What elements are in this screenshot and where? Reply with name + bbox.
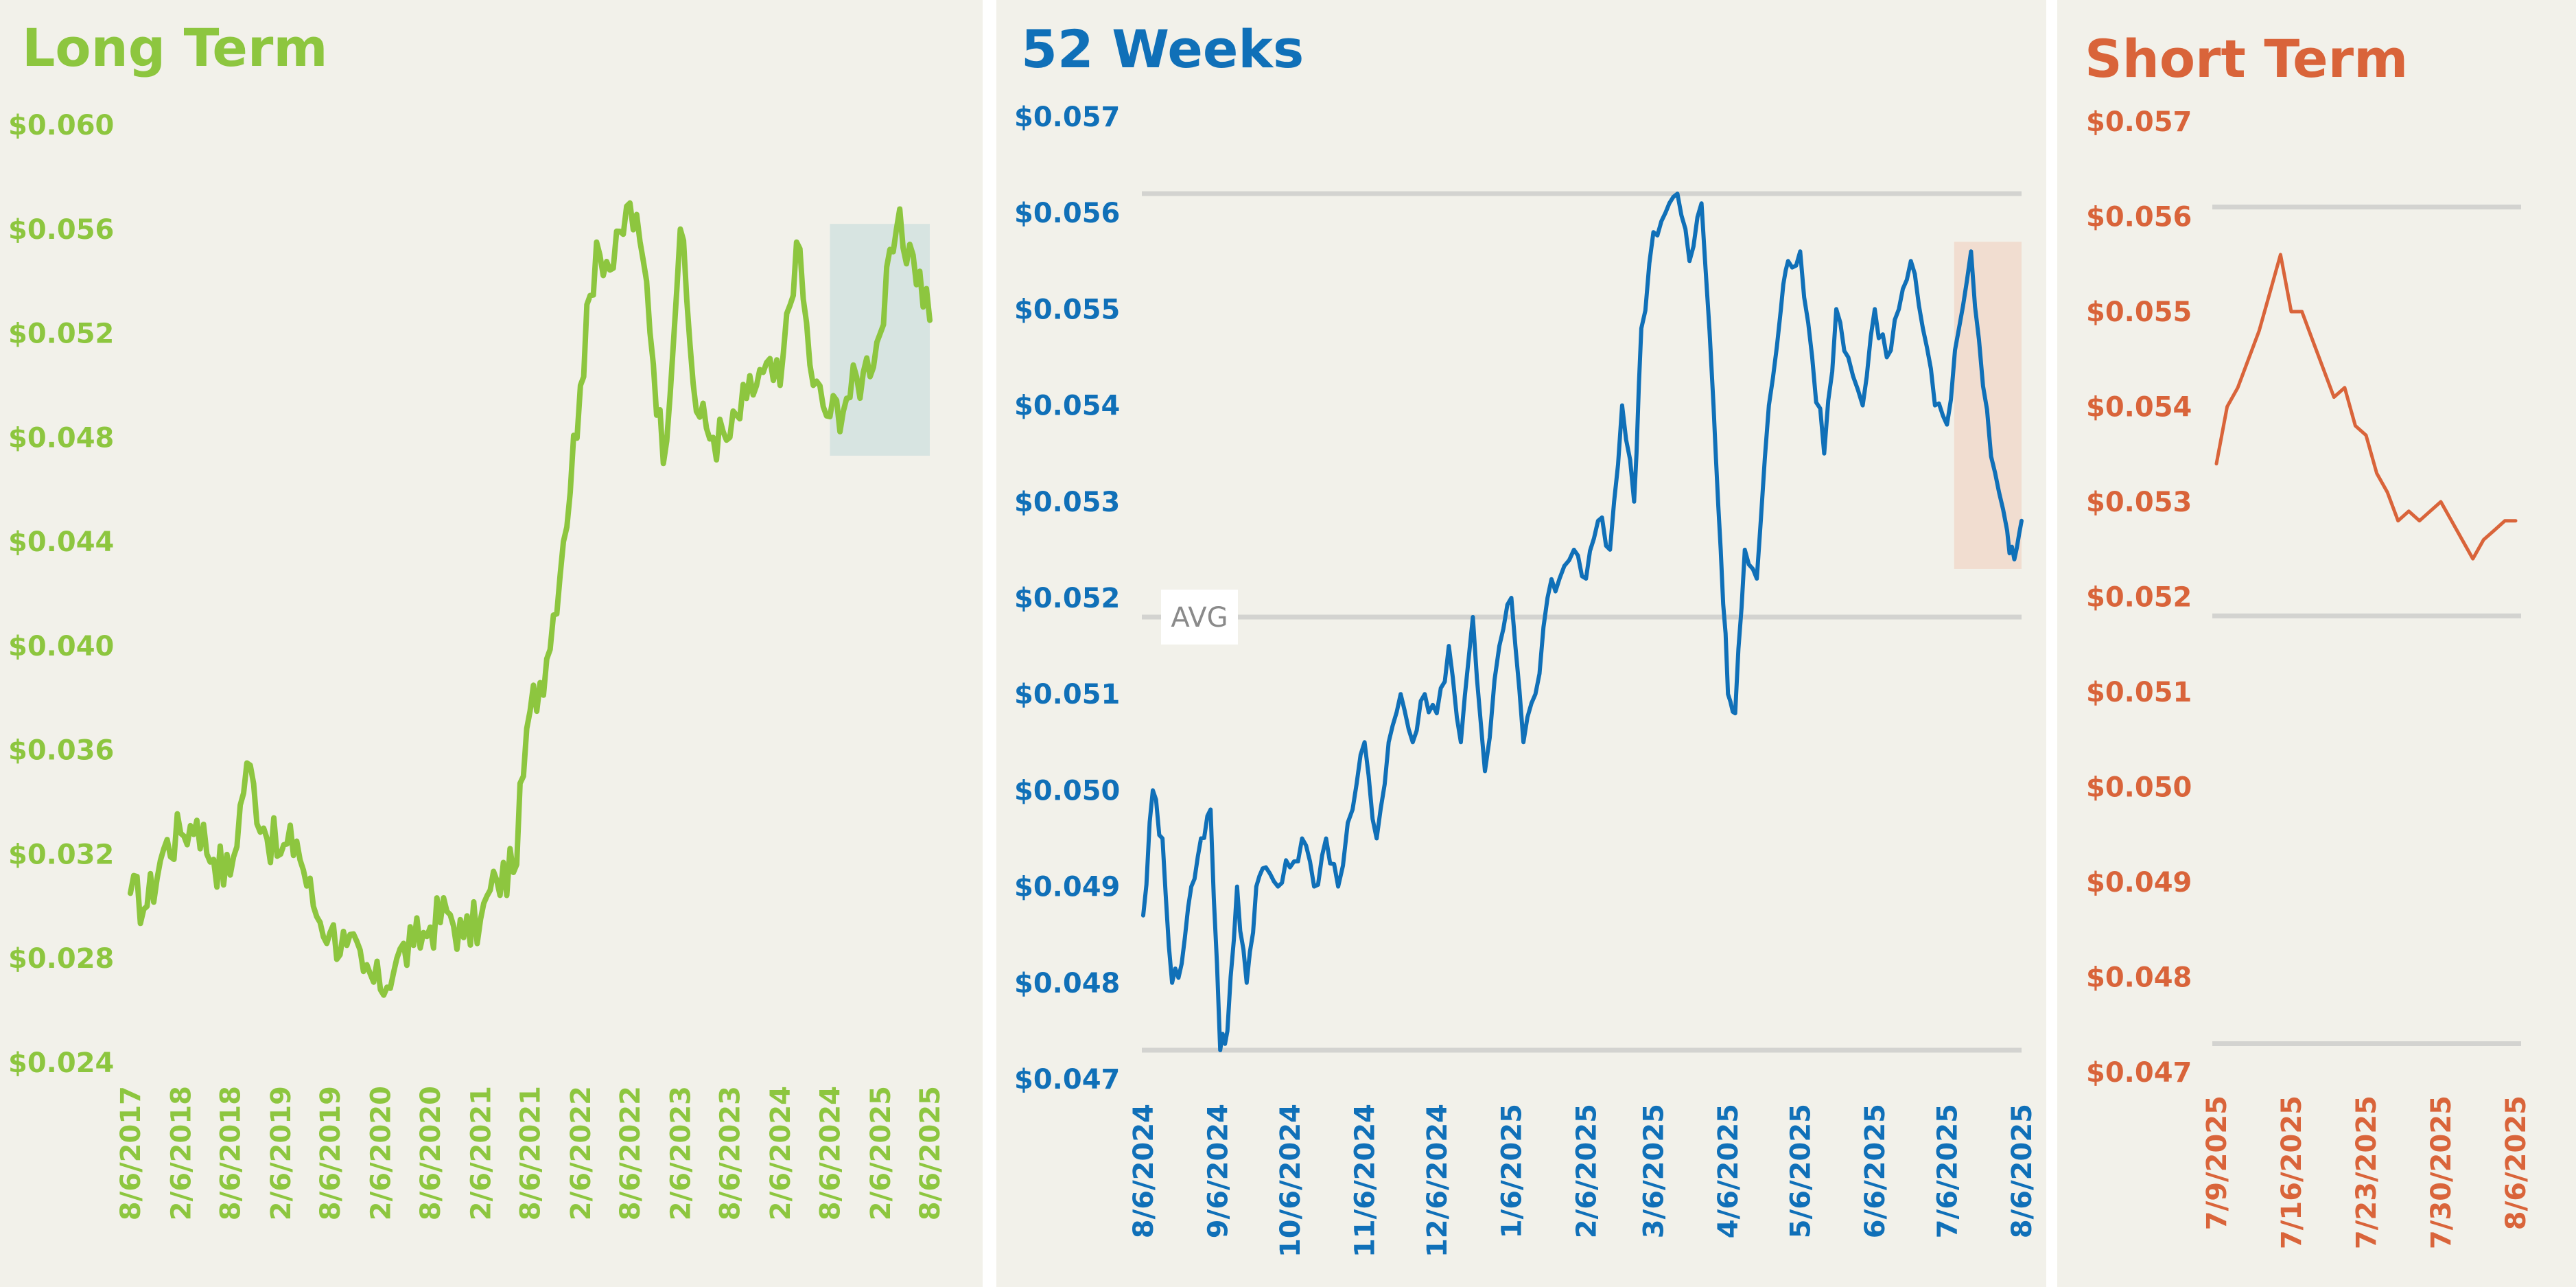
y-tick-label: $0.057: [2086, 106, 2192, 138]
x-tick-label: 8/6/2024: [1128, 1104, 1160, 1238]
x-tick-label: 2/6/2019: [266, 1086, 297, 1220]
52-weeks-panel: 52 Weeks $0.047 $0.048 $0.049 $0.050 $0.051 $…: [996, 0, 2046, 1287]
y-tick-label: $0.048: [2086, 962, 2192, 994]
y-tick-label: $0.052: [1014, 583, 1120, 614]
x-tick-label: 7/16/2025: [2276, 1095, 2308, 1249]
short-term-chart: $0.047 $0.048 $0.049 $0.050 $0.051 $0.052 $0.0…: [2086, 106, 2532, 1249]
x-tick-label: 2/6/2024: [765, 1086, 797, 1220]
y-tick-label: $0.036: [8, 735, 114, 767]
y-tick-label: $0.048: [8, 422, 114, 454]
y-tick-label: $0.060: [8, 110, 114, 141]
y-tick-label: $0.049: [1014, 872, 1120, 903]
x-tick-label: 2/6/2018: [165, 1086, 197, 1220]
x-tick-label: 2/6/2021: [465, 1086, 497, 1220]
x-tick-label: 8/6/2023: [715, 1086, 747, 1220]
y-tick-label: $0.024: [8, 1047, 114, 1079]
x-tick-label: 7/6/2025: [1932, 1104, 1963, 1238]
x-tick-label: 2/6/2020: [365, 1086, 397, 1220]
avg-label: AVG: [1161, 590, 1238, 645]
short-term-panel: Short Term $0.047 $0.048 $0.049 $0.050 $0.05…: [2057, 0, 2576, 1287]
x-tick-label: 9/6/2024: [1203, 1104, 1234, 1238]
long-term-panel: Long Term $0.024 $0.028 $0.032 $0.036 $0.040…: [0, 0, 983, 1287]
y-tick-label: $0.051: [2086, 677, 2192, 708]
x-tick-label: 2/6/2022: [565, 1086, 597, 1220]
y-tick-label: $0.047: [1014, 1064, 1120, 1095]
y-tick-label: $0.050: [1014, 775, 1120, 807]
y-tick-label: $0.056: [1014, 198, 1120, 229]
x-tick-label: 8/6/2018: [215, 1086, 247, 1220]
y-tick-label: $0.052: [8, 318, 114, 350]
x-tick-label: 6/6/2025: [1860, 1104, 1891, 1238]
x-tick-label: 2/6/2025: [865, 1086, 897, 1220]
series-line: [128, 200, 933, 998]
x-tick-label: 10/6/2024: [1275, 1104, 1307, 1257]
x-tick-label: 4/6/2025: [1713, 1104, 1744, 1238]
y-tick-label: $0.051: [1014, 679, 1120, 710]
y-tick-label: $0.055: [2086, 297, 2192, 328]
x-tick-label: 1/6/2025: [1497, 1104, 1528, 1238]
52-weeks-title: 52 Weeks: [1021, 19, 1304, 80]
x-tick-label: 8/6/2025: [2006, 1104, 2038, 1238]
y-tick-label: $0.055: [1014, 294, 1120, 325]
x-tick-label: 3/6/2025: [1638, 1104, 1670, 1238]
x-tick-label: 8/6/2022: [615, 1086, 646, 1220]
y-tick-label: $0.049: [2086, 867, 2192, 898]
x-tick-label: 7/30/2025: [2426, 1095, 2457, 1249]
y-tick-label: $0.053: [1014, 487, 1120, 518]
x-tick-label: 2/6/2025: [1571, 1104, 1602, 1238]
short-term-title: Short Term: [2085, 28, 2409, 89]
y-tick-label: $0.032: [8, 839, 114, 870]
y-tick-label: $0.054: [2086, 392, 2192, 424]
avg-label-box: [1161, 590, 1238, 645]
52-weeks-chart: $0.047 $0.048 $0.049 $0.050 $0.051 $0.052 $0.0…: [1014, 102, 2038, 1257]
series-line: [2214, 253, 2518, 561]
avg-label-text: AVG: [1171, 602, 1228, 634]
y-tick-label: $0.053: [2086, 487, 2192, 518]
x-tick-label: 7/9/2025: [2201, 1095, 2233, 1230]
x-tick-label: 2/6/2023: [665, 1086, 696, 1220]
x-tick-label: 8/6/2020: [415, 1086, 447, 1220]
y-tick-label: $0.052: [2086, 582, 2192, 614]
x-tick-label: 8/6/2021: [515, 1086, 547, 1220]
y-tick-label: $0.028: [8, 943, 114, 975]
series-line: [1141, 192, 2024, 1052]
y-tick-label: $0.057: [1014, 102, 1120, 133]
y-tick-label: $0.056: [8, 214, 114, 246]
x-tick-label: 7/23/2025: [2351, 1095, 2382, 1249]
y-tick-label: $0.056: [2086, 202, 2192, 233]
x-tick-label: 8/6/2017: [115, 1086, 147, 1220]
x-tick-label: 11/6/2024: [1350, 1104, 1381, 1257]
long-term-chart: $0.024 $0.028 $0.032 $0.036 $0.040 $0.044 $0.0…: [8, 110, 946, 1220]
x-tick-label: 8/6/2025: [2501, 1095, 2532, 1230]
x-tick-label: 8/6/2024: [815, 1086, 846, 1220]
y-tick-label: $0.050: [2086, 772, 2192, 804]
y-tick-label: $0.047: [2086, 1057, 2192, 1089]
x-tick-label: 5/6/2025: [1785, 1104, 1816, 1238]
x-tick-label: 8/6/2025: [915, 1086, 946, 1220]
y-tick-label: $0.054: [1014, 391, 1120, 422]
x-tick-label: 12/6/2024: [1422, 1104, 1453, 1257]
y-tick-label: $0.040: [8, 631, 114, 662]
y-tick-label: $0.048: [1014, 968, 1120, 999]
long-term-title: Long Term: [22, 17, 328, 78]
y-tick-label: $0.044: [8, 526, 114, 558]
x-tick-label: 8/6/2019: [315, 1086, 347, 1220]
